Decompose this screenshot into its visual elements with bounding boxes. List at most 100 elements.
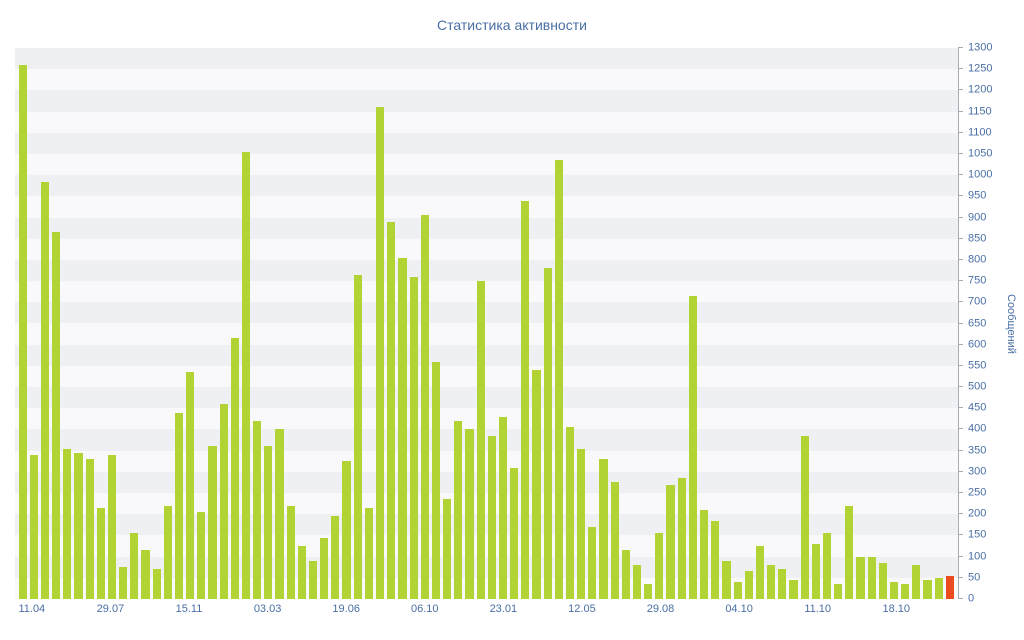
y-tick-mark [958,407,963,409]
grid-band [15,90,958,112]
y-tick-mark [958,492,963,494]
y-tick-mark [958,110,963,112]
bar [107,454,117,599]
y-tick-mark [958,364,963,366]
bar [353,274,362,599]
x-tick-label: 29.07 [96,603,125,615]
bar [253,421,262,599]
grid-band [15,259,958,282]
y-tick-mark [958,280,963,282]
y-tick-label: 200 [968,507,987,520]
grid-band [15,471,958,493]
y-tick-mark [958,386,963,388]
bar [230,338,239,599]
y-tick-mark [958,428,963,430]
y-tick-label: 1150 [968,105,992,118]
y-tick-label: 550 [968,359,987,372]
bar [632,565,642,599]
bar [901,584,910,599]
y-tick-label: 950 [968,189,987,202]
bar [789,579,798,599]
y-axis-title: Сообщений [1005,293,1017,354]
bar [923,579,932,599]
bar [610,482,619,599]
bar [130,533,139,599]
grid-band [15,132,958,154]
y-axis-labels: 0 50 100 150 200 250 300 350 400 450 500 550 600 650 7… [958,42,1018,604]
plot-stripes [15,48,958,599]
bar [308,560,318,599]
bar [186,372,195,599]
y-tick-label: 500 [968,380,987,393]
grid-band [15,238,958,260]
bar [85,459,94,599]
bar [152,569,161,599]
bar [778,569,787,599]
bar [454,421,463,599]
y-tick-label: 650 [968,317,987,329]
bar [52,232,61,599]
grid-band [15,429,958,451]
grid-band [15,365,958,387]
grid-band [15,450,958,472]
bar [677,478,686,599]
bar [711,520,720,599]
bar [409,276,418,599]
bar [510,467,519,599]
grid-band [15,387,958,409]
bar [219,404,228,599]
grid-band [15,535,958,557]
bar [197,512,206,599]
grid-band [15,577,958,599]
bar [297,546,306,599]
bar [867,556,876,599]
bar [856,556,865,599]
y-tick-mark [958,555,963,557]
y-tick-label: 900 [968,211,987,224]
plot-area [15,48,958,599]
y-tick-label: 1050 [968,147,993,160]
y-tick-label: 1000 [968,168,993,181]
bar [912,565,921,599]
bar [621,550,630,599]
bar [431,361,441,599]
bar [699,510,709,599]
bar [767,565,776,599]
y-tick-label: 1200 [968,83,993,96]
bar [577,448,586,599]
bar [376,107,385,599]
bar [822,533,832,599]
x-tick-label: 18.10 [882,603,911,615]
bar [286,505,295,599]
grid-band [15,281,958,303]
bar [364,507,373,599]
y-tick-label: 600 [968,338,987,351]
bar [934,577,943,599]
x-tick-label: 15.11 [175,603,203,615]
bar [487,435,496,599]
chart-title: Статистика активности [437,17,587,33]
y-tick-label: 100 [968,550,987,563]
bar [688,295,697,599]
y-tick-mark [958,195,963,197]
bar [722,560,731,599]
grid-band [15,344,958,366]
bar-current-period [945,575,954,599]
y-tick-label: 800 [968,253,987,266]
y-tick-mark [958,470,963,472]
x-axis-labels: 11.04 29.07 15.11 03.03 19.06 06.10 23.01 12.05… [15,603,958,619]
y-tick-label: 350 [968,444,987,457]
grid-band [15,408,958,430]
y-tick-mark [958,322,963,324]
grid-band [15,556,958,578]
bar [96,507,105,599]
x-tick-label: 04.10 [725,603,753,615]
y-tick-label: 250 [968,486,987,499]
grid-band [15,323,958,345]
bar [74,452,83,599]
bar [63,448,72,599]
y-tick-label: 150 [968,528,987,541]
bar [275,429,284,599]
x-tick-label: 11.10 [804,603,832,615]
